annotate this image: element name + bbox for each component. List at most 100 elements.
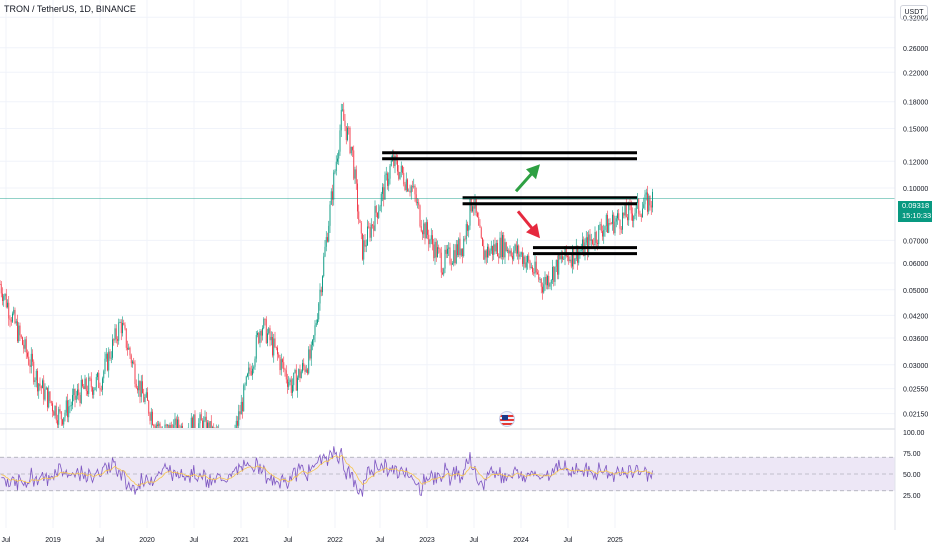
- candle-body: [607, 214, 608, 233]
- candle-body: [245, 376, 247, 385]
- price-tick-label: 0.03000: [903, 363, 928, 370]
- candle-body: [514, 244, 516, 251]
- time-tick-label: Jul: [96, 537, 105, 544]
- candle-body: [150, 411, 152, 421]
- candle-body: [19, 325, 21, 336]
- current-price-tag: 0.09318 15:10:33: [898, 201, 932, 222]
- candle-body: [99, 387, 101, 390]
- candle-body: [303, 363, 305, 367]
- candle-body: [45, 387, 47, 390]
- candle-body: [53, 411, 55, 416]
- candle-body: [390, 160, 392, 166]
- candle-body: [70, 405, 72, 407]
- price-tick-label: 0.06000: [903, 261, 928, 268]
- candle-body: [119, 321, 121, 323]
- candle-body: [122, 322, 123, 334]
- candle-body: [208, 422, 210, 428]
- candle-body: [379, 206, 381, 212]
- candle-body: [342, 109, 343, 111]
- candle-body: [68, 406, 70, 418]
- candle-body: [614, 221, 616, 234]
- candle-body: [632, 213, 633, 221]
- currency-selector[interactable]: USDT: [900, 5, 928, 20]
- candle-body: [493, 244, 495, 255]
- candle-body: [0, 284, 2, 294]
- candle-body: [520, 252, 522, 255]
- candle-body: [8, 302, 10, 319]
- candle-body: [613, 214, 615, 234]
- candle-body: [360, 222, 362, 234]
- candle-body: [482, 237, 483, 247]
- candle-body: [48, 391, 50, 408]
- candle-body: [373, 225, 375, 231]
- candle-body: [344, 120, 346, 127]
- candle-body: [399, 172, 401, 179]
- candle-body: [272, 336, 273, 356]
- time-tick-label: Jul: [2, 537, 11, 544]
- candle-body: [293, 372, 295, 386]
- candle-body: [550, 280, 552, 284]
- candle-body: [479, 225, 481, 228]
- candle-body: [98, 372, 100, 388]
- candle-body: [445, 249, 447, 254]
- candle-body: [355, 169, 357, 184]
- candle-body: [268, 328, 270, 334]
- candle-body: [77, 389, 78, 396]
- candle-body: [9, 318, 11, 321]
- candle-body: [649, 195, 651, 206]
- candle-body: [498, 256, 500, 258]
- time-axis[interactable]: Jul 2019 Jul 2020 Jul 2021 Jul 2022 Jul 2023 Jul 20…: [2, 537, 623, 544]
- candle-body: [472, 206, 473, 212]
- candle-body: [427, 222, 428, 235]
- candle-body: [282, 359, 283, 363]
- price-tick-label: 0.07000: [903, 238, 928, 245]
- candle-body: [42, 380, 43, 389]
- candle-body: [199, 414, 201, 424]
- arrow-up-icon: [514, 172, 534, 193]
- candle-body: [177, 419, 178, 428]
- candle-body: [518, 245, 520, 257]
- candle-body: [114, 328, 116, 341]
- candle-body: [572, 247, 573, 267]
- candle-body: [335, 161, 337, 171]
- us-flag-event-icon[interactable]: [499, 411, 515, 427]
- candle-body: [602, 231, 603, 237]
- horizontal-levels[interactable]: [382, 151, 637, 256]
- candle-body: [642, 208, 643, 218]
- candle-body: [640, 215, 642, 218]
- candle-body: [118, 322, 120, 341]
- candle-body: [585, 237, 587, 243]
- candle-body: [314, 325, 316, 336]
- candle-body: [290, 379, 292, 393]
- candle-body: [528, 255, 530, 261]
- price-tick-label: 0.32000: [903, 15, 928, 22]
- candle-body: [365, 245, 367, 247]
- candle-body: [409, 190, 411, 193]
- candle-body: [547, 275, 548, 286]
- candle-body: [182, 425, 183, 428]
- candle-body: [380, 193, 382, 207]
- candle-body: [459, 238, 461, 256]
- candle-body: [512, 255, 513, 260]
- candle-body: [454, 250, 456, 264]
- price-axis[interactable]: 0.32000 0.26000 0.22000 0.18000 0.15000 0.120…: [903, 15, 928, 418]
- candle-body: [148, 400, 150, 414]
- candle-body: [159, 423, 161, 428]
- candle-body: [504, 242, 506, 258]
- candle-body: [52, 403, 53, 412]
- candle-body: [25, 339, 27, 353]
- price-tick-label: 0.10000: [903, 186, 928, 193]
- rsi-tick-label: 50.00: [903, 472, 921, 479]
- candle-body: [620, 228, 622, 230]
- price-tick-label: 0.02550: [903, 387, 928, 394]
- candle-body: [158, 423, 160, 426]
- candle-body: [433, 244, 435, 259]
- candle-body: [10, 320, 12, 322]
- candle-body: [452, 263, 453, 265]
- candle-body: [173, 424, 175, 428]
- candle-body: [600, 224, 602, 232]
- candle-body: [155, 424, 157, 428]
- candle-body: [107, 353, 108, 371]
